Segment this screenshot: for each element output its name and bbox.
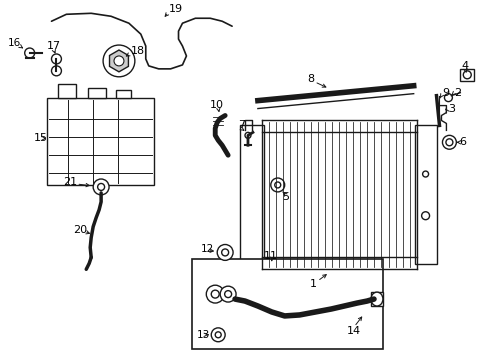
Text: 2: 2 (453, 88, 461, 98)
Circle shape (51, 54, 61, 64)
Text: 6: 6 (458, 137, 466, 147)
Text: 15: 15 (34, 133, 47, 143)
Circle shape (442, 135, 455, 149)
Bar (370, 292, 382, 306)
Circle shape (445, 139, 452, 146)
Circle shape (274, 182, 280, 188)
Bar (88, 88, 106, 98)
Circle shape (98, 184, 104, 190)
Text: 7: 7 (238, 121, 244, 130)
Polygon shape (109, 50, 128, 72)
Circle shape (211, 290, 219, 298)
Text: 14: 14 (346, 326, 361, 336)
Bar (46, 98, 153, 185)
Text: 21: 21 (63, 177, 78, 187)
Circle shape (93, 179, 109, 195)
Circle shape (422, 171, 427, 177)
Text: 3: 3 (447, 104, 454, 113)
Circle shape (270, 178, 284, 192)
Text: 11: 11 (264, 251, 277, 261)
Text: 12: 12 (200, 244, 213, 255)
Text: 20: 20 (73, 225, 87, 235)
Circle shape (220, 286, 236, 302)
Text: 10: 10 (210, 100, 224, 109)
Text: 9: 9 (442, 88, 448, 98)
Circle shape (114, 56, 123, 66)
Bar (59, 84, 76, 98)
Text: 13: 13 (196, 330, 209, 340)
Circle shape (211, 328, 224, 342)
Circle shape (444, 94, 451, 102)
Text: 5: 5 (281, 192, 288, 202)
Circle shape (221, 249, 228, 256)
Bar (240, 125, 264, 264)
Bar (459, 69, 473, 81)
Text: 18: 18 (131, 46, 145, 56)
Text: 4: 4 (460, 61, 468, 71)
Circle shape (215, 332, 221, 338)
Circle shape (51, 66, 61, 76)
Circle shape (25, 48, 35, 58)
Circle shape (224, 291, 231, 298)
Text: 1: 1 (309, 279, 316, 289)
Circle shape (217, 244, 233, 260)
Text: 17: 17 (46, 41, 61, 51)
Ellipse shape (370, 292, 382, 306)
Circle shape (421, 212, 428, 220)
Bar (116, 90, 131, 98)
Circle shape (462, 71, 470, 79)
Text: 8: 8 (307, 74, 314, 84)
Circle shape (244, 132, 250, 138)
Circle shape (206, 285, 224, 303)
Circle shape (103, 45, 135, 77)
Bar (414, 125, 436, 264)
Text: 19: 19 (168, 4, 183, 14)
Bar (192, 260, 382, 349)
Text: 16: 16 (8, 38, 21, 48)
